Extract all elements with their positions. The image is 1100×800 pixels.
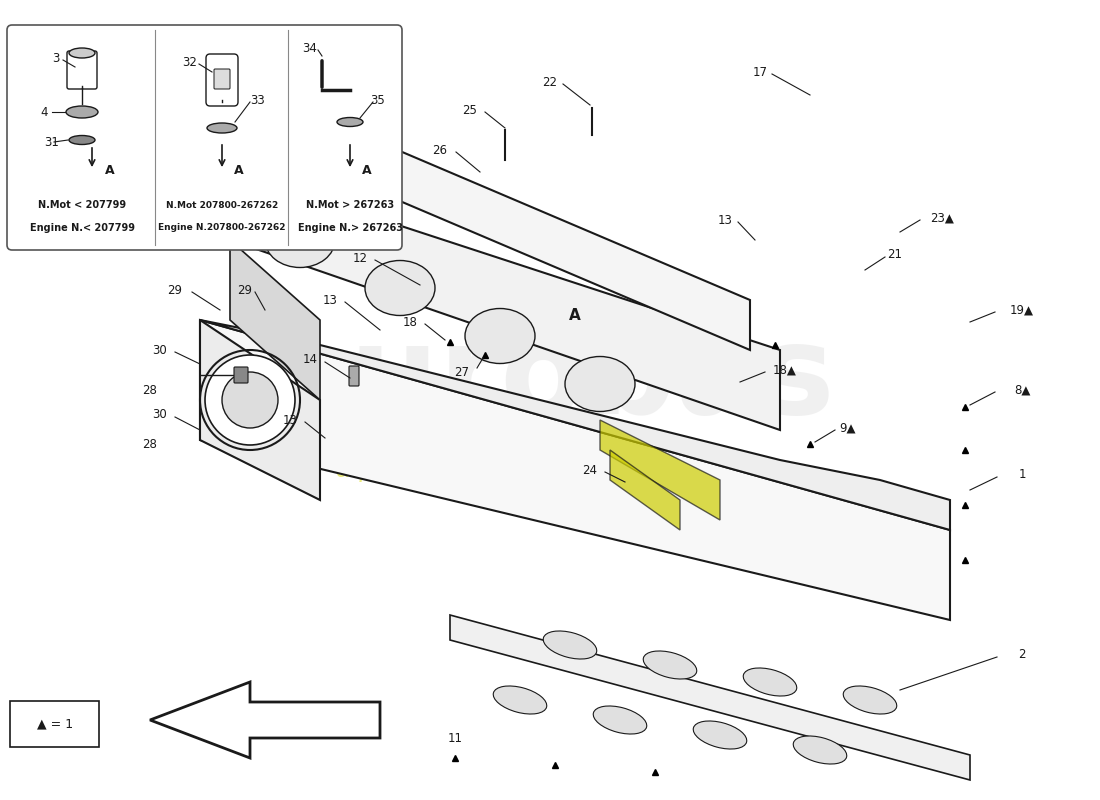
Text: 18: 18 bbox=[403, 315, 417, 329]
Text: N.Mot < 207799: N.Mot < 207799 bbox=[37, 200, 127, 210]
Text: 19▲: 19▲ bbox=[1010, 303, 1034, 317]
Text: A: A bbox=[362, 163, 372, 177]
FancyBboxPatch shape bbox=[10, 701, 99, 747]
Circle shape bbox=[222, 372, 278, 428]
Text: 14: 14 bbox=[302, 354, 318, 366]
Text: A: A bbox=[234, 163, 243, 177]
Text: a passion for motoring since 1985: a passion for motoring since 1985 bbox=[337, 458, 763, 482]
Polygon shape bbox=[450, 615, 970, 780]
Ellipse shape bbox=[493, 686, 547, 714]
Text: N.Mot > 267263: N.Mot > 267263 bbox=[306, 200, 394, 210]
Polygon shape bbox=[280, 100, 750, 350]
Text: 11: 11 bbox=[448, 731, 462, 745]
Text: 26: 26 bbox=[432, 143, 448, 157]
Text: Engine N.207800-267262: Engine N.207800-267262 bbox=[158, 223, 286, 233]
Ellipse shape bbox=[644, 651, 696, 679]
Ellipse shape bbox=[793, 736, 847, 764]
Text: 30: 30 bbox=[153, 409, 167, 422]
Polygon shape bbox=[200, 320, 950, 620]
Text: 29: 29 bbox=[238, 283, 253, 297]
Text: N.Mot 207800-267262: N.Mot 207800-267262 bbox=[166, 201, 278, 210]
Polygon shape bbox=[230, 240, 320, 400]
Text: 25: 25 bbox=[463, 103, 477, 117]
Text: 12: 12 bbox=[352, 251, 367, 265]
Polygon shape bbox=[600, 420, 720, 520]
Ellipse shape bbox=[207, 123, 236, 133]
Ellipse shape bbox=[844, 686, 896, 714]
Ellipse shape bbox=[465, 309, 535, 363]
Circle shape bbox=[205, 355, 295, 445]
Ellipse shape bbox=[337, 118, 363, 126]
Text: Engine N.< 207799: Engine N.< 207799 bbox=[30, 223, 134, 233]
Text: 3: 3 bbox=[53, 51, 59, 65]
Ellipse shape bbox=[593, 706, 647, 734]
Text: 23▲: 23▲ bbox=[931, 211, 954, 225]
Polygon shape bbox=[230, 170, 780, 430]
Text: 28: 28 bbox=[143, 438, 157, 451]
Text: 8▲: 8▲ bbox=[1014, 383, 1031, 397]
FancyBboxPatch shape bbox=[214, 69, 230, 89]
Ellipse shape bbox=[565, 357, 635, 411]
Text: 35: 35 bbox=[371, 94, 385, 106]
Ellipse shape bbox=[265, 213, 336, 267]
Text: 30: 30 bbox=[153, 343, 167, 357]
Text: 18▲: 18▲ bbox=[773, 363, 796, 377]
Text: A: A bbox=[569, 307, 581, 322]
Text: 34: 34 bbox=[302, 42, 318, 54]
Ellipse shape bbox=[693, 721, 747, 749]
FancyBboxPatch shape bbox=[67, 51, 97, 89]
Ellipse shape bbox=[365, 261, 435, 315]
Polygon shape bbox=[200, 320, 950, 530]
Text: eurobas: eurobas bbox=[265, 319, 835, 441]
Text: 33: 33 bbox=[251, 94, 265, 106]
FancyBboxPatch shape bbox=[7, 25, 402, 250]
Text: 29: 29 bbox=[167, 283, 183, 297]
Text: 24: 24 bbox=[583, 463, 597, 477]
Text: 13: 13 bbox=[322, 294, 338, 306]
Text: 21: 21 bbox=[888, 249, 902, 262]
Text: 31: 31 bbox=[44, 135, 59, 149]
Text: 13: 13 bbox=[717, 214, 733, 226]
Ellipse shape bbox=[69, 48, 95, 58]
Ellipse shape bbox=[543, 631, 597, 659]
Polygon shape bbox=[200, 320, 320, 500]
Text: ▲ = 1: ▲ = 1 bbox=[37, 718, 73, 730]
Text: 22: 22 bbox=[542, 75, 558, 89]
Ellipse shape bbox=[744, 668, 796, 696]
Text: 17: 17 bbox=[752, 66, 768, 78]
Ellipse shape bbox=[66, 106, 98, 118]
FancyBboxPatch shape bbox=[234, 367, 248, 383]
Text: 4: 4 bbox=[41, 106, 47, 118]
FancyBboxPatch shape bbox=[349, 366, 359, 386]
Text: 1: 1 bbox=[1019, 469, 1025, 482]
Polygon shape bbox=[610, 450, 680, 530]
Text: 32: 32 bbox=[183, 55, 197, 69]
Text: 9▲: 9▲ bbox=[839, 422, 856, 434]
Text: Engine N.> 267263: Engine N.> 267263 bbox=[297, 223, 403, 233]
Text: 2: 2 bbox=[1019, 649, 1025, 662]
Text: A: A bbox=[104, 163, 114, 177]
Polygon shape bbox=[150, 682, 380, 758]
Text: 27: 27 bbox=[454, 366, 470, 378]
Text: 13: 13 bbox=[283, 414, 297, 426]
FancyBboxPatch shape bbox=[206, 54, 238, 106]
Ellipse shape bbox=[69, 135, 95, 145]
Text: 28: 28 bbox=[143, 383, 157, 397]
